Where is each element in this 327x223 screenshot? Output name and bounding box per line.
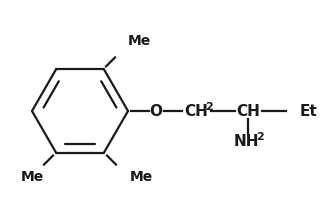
Text: 2: 2 — [205, 102, 213, 112]
Text: CH: CH — [236, 103, 260, 118]
Text: Me: Me — [130, 169, 153, 184]
Text: 2: 2 — [256, 132, 264, 142]
Text: Me: Me — [128, 34, 151, 48]
Text: Me: Me — [20, 169, 43, 184]
Text: Et: Et — [300, 103, 318, 118]
Text: O: O — [149, 103, 163, 118]
Text: NH: NH — [233, 134, 259, 149]
Text: CH: CH — [184, 103, 208, 118]
